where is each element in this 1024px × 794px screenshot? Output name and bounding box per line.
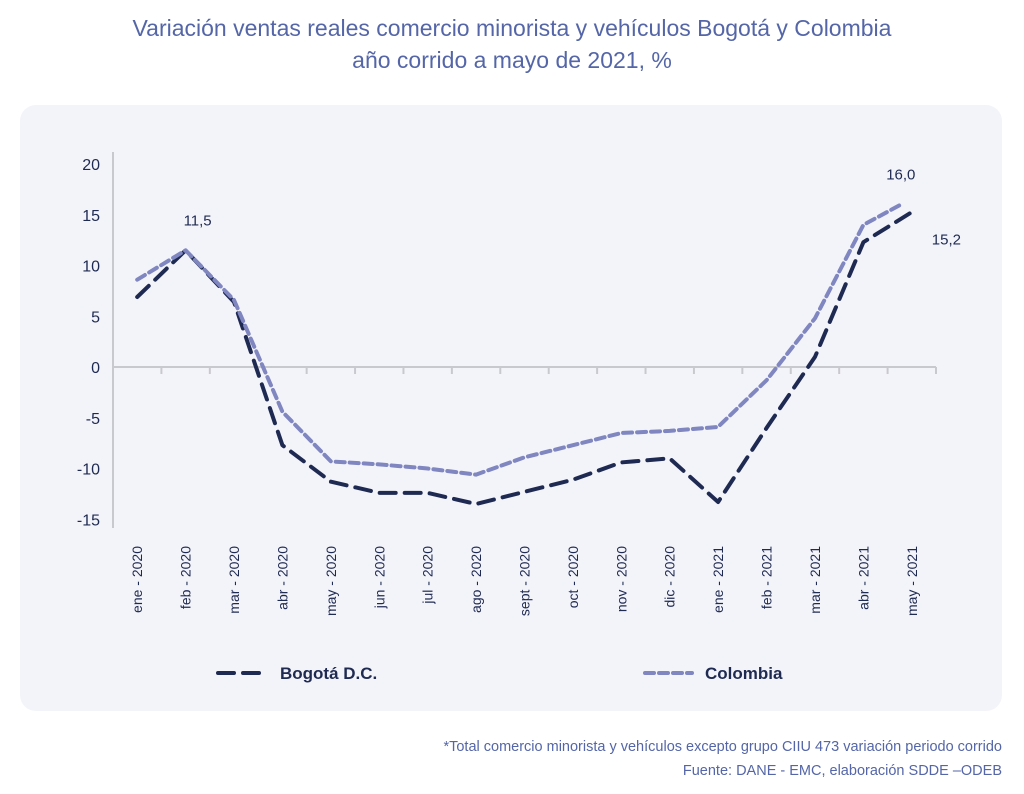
y-axis-ticks: 20 15 10 5 0 -5 -10 -15 xyxy=(77,157,100,529)
x-tick-label: ene - 2021 xyxy=(710,546,726,613)
footer-note: *Total comercio minorista y vehículos ex… xyxy=(443,739,1002,755)
x-tick-label: oct - 2020 xyxy=(565,546,581,608)
x-tick-label: mar - 2021 xyxy=(807,546,823,614)
series-lines xyxy=(135,202,913,506)
y-tick-label: -5 xyxy=(86,411,100,428)
legend: Bogotá D.C. Colombia xyxy=(216,664,783,683)
chart-title-line-1: Variación ventas reales comercio minoris… xyxy=(132,15,892,41)
y-tick-label: 15 xyxy=(82,208,100,225)
x-tick-label: ago - 2020 xyxy=(468,546,484,613)
chart-title: Variación ventas reales comercio minoris… xyxy=(0,12,1024,76)
chart-title-line-2: año corrido a mayo de 2021, % xyxy=(352,47,672,73)
chart-panel xyxy=(20,105,1002,711)
x-tick-label: dic - 2020 xyxy=(662,546,678,608)
y-tick-label: 5 xyxy=(91,309,100,326)
x-tick-label: mar - 2020 xyxy=(226,546,242,614)
series-line-colombia xyxy=(135,202,903,477)
x-tick-label: jun - 2020 xyxy=(371,546,387,609)
series-line-bogota xyxy=(135,210,913,506)
legend-label-bogota: Bogotá D.C. xyxy=(280,664,377,683)
footer-source: Fuente: DANE - EMC, elaboración SDDE –OD… xyxy=(682,763,1002,779)
data-label: 15,2 xyxy=(932,232,961,249)
y-tick-label: -10 xyxy=(77,462,100,479)
x-tick-label: abr - 2020 xyxy=(274,546,290,610)
x-tick-label: feb - 2021 xyxy=(759,546,775,609)
y-tick-label: -15 xyxy=(77,512,100,529)
y-tick-label: 10 xyxy=(82,259,100,276)
data-labels: 11,5 16,0 15,2 xyxy=(184,167,961,249)
y-tick-label: 20 xyxy=(82,157,100,174)
x-tick-label: may - 2020 xyxy=(323,546,339,616)
data-label: 11,5 xyxy=(184,212,212,229)
x-tick-label: abr - 2021 xyxy=(855,546,871,610)
x-tick-label: feb - 2020 xyxy=(178,546,194,609)
x-axis-ticks: ene - 2020 feb - 2020 mar - 2020 abr - 2020… xyxy=(129,546,920,616)
y-tick-label: 0 xyxy=(91,360,100,377)
x-tick-label: may - 2021 xyxy=(904,546,920,616)
data-label: 16,0 xyxy=(886,167,915,184)
x-tick-label: nov - 2020 xyxy=(613,546,629,612)
x-tick-label: jul - 2020 xyxy=(420,546,436,605)
x-tick-label: sept - 2020 xyxy=(517,546,533,616)
x-tick-label: ene - 2020 xyxy=(129,546,145,613)
legend-label-colombia: Colombia xyxy=(705,664,783,683)
axes xyxy=(112,152,937,528)
